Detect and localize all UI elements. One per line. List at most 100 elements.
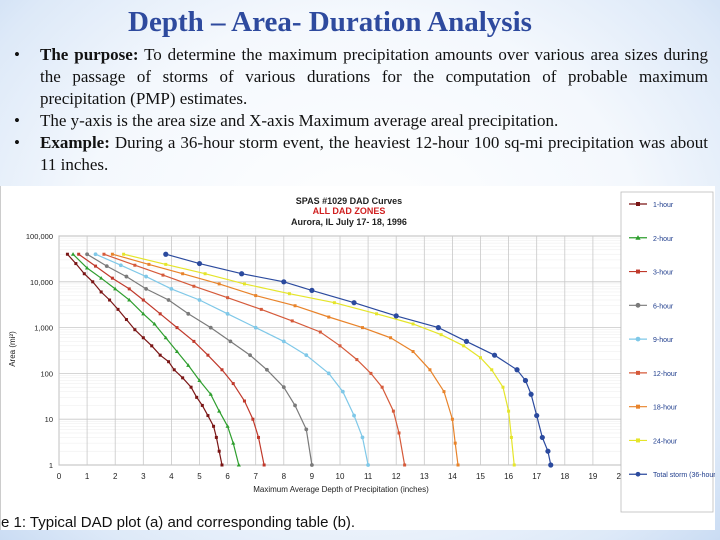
legend-label: 6-hour [653, 303, 674, 310]
data-point [113, 286, 118, 291]
data-point [195, 395, 199, 399]
data-point [248, 353, 252, 358]
legend-label: 18-hour [653, 405, 678, 412]
data-point [439, 333, 443, 337]
data-point [94, 264, 98, 268]
data-point [164, 262, 168, 266]
data-point [225, 424, 230, 428]
data-point [175, 326, 179, 330]
data-point [152, 321, 157, 326]
bullet-item-purpose: • The purpose: To determine the maximum p… [14, 44, 708, 110]
data-point [206, 353, 210, 357]
dad-curve [110, 252, 460, 467]
data-point [197, 298, 202, 302]
data-point [512, 463, 516, 467]
y-tick-label: 1 [49, 461, 53, 470]
data-point [141, 298, 145, 302]
data-point [340, 389, 345, 394]
bullet-lead: The purpose: [40, 45, 139, 64]
legend-marker [635, 471, 641, 477]
x-tick-label: 15 [476, 472, 485, 481]
data-point [127, 297, 132, 302]
data-point [453, 441, 457, 445]
data-point [450, 417, 454, 421]
x-tick-label: 0 [57, 472, 62, 481]
data-point [225, 311, 230, 316]
data-point [254, 294, 258, 298]
x-tick-label: 3 [141, 472, 146, 481]
x-tick-label: 10 [336, 472, 345, 481]
data-point [281, 279, 287, 285]
data-point [236, 462, 241, 467]
data-point [259, 307, 263, 311]
data-point [393, 313, 399, 319]
data-point [127, 287, 131, 291]
data-point [166, 298, 171, 302]
data-point [110, 276, 114, 280]
chart-subtitle: ALL DAD ZONES [313, 206, 386, 216]
bullet-glyph: • [14, 45, 20, 64]
data-point [174, 349, 180, 354]
data-point [293, 403, 297, 408]
bullet-item-example: • Example: During a 36-hour storm event, … [14, 132, 708, 176]
data-point [220, 463, 224, 467]
data-point [208, 325, 213, 330]
dad-chart: SPAS #1029 DAD Curves ALL DAD ZONES Auro… [1, 186, 718, 530]
data-point [397, 431, 401, 435]
bullet-text: To determine the maximum precipitation a… [40, 45, 708, 108]
data-point [304, 353, 309, 358]
data-point [442, 390, 446, 394]
data-point [122, 252, 126, 256]
data-point [74, 262, 78, 266]
data-point [360, 435, 365, 440]
data-point [287, 292, 291, 296]
data-point [242, 282, 246, 286]
data-point [309, 287, 315, 293]
data-point [522, 377, 529, 384]
data-point [217, 409, 222, 413]
data-point [124, 274, 129, 279]
data-point [226, 296, 230, 300]
data-point [257, 435, 261, 439]
data-point [251, 417, 255, 421]
data-point [318, 330, 322, 334]
data-point [144, 286, 149, 291]
legend-marker [636, 370, 640, 375]
data-point [281, 339, 286, 344]
data-point [217, 282, 221, 286]
data-point [231, 382, 235, 386]
data-point [208, 392, 213, 396]
data-point [501, 385, 505, 389]
x-tick-label: 11 [364, 472, 373, 481]
y-tick-label: 10,000 [30, 278, 53, 287]
legend-marker [635, 336, 641, 342]
curve-line [72, 253, 240, 466]
data-point [116, 307, 120, 311]
data-point [539, 434, 545, 441]
data-point [545, 448, 551, 454]
data-point [172, 368, 176, 372]
data-point [389, 336, 393, 340]
data-point [102, 252, 106, 256]
data-point [200, 403, 204, 407]
data-point [206, 414, 210, 418]
data-point [147, 262, 151, 266]
legend-marker [636, 404, 640, 409]
x-tick-label: 7 [253, 472, 258, 481]
data-point [70, 252, 76, 256]
x-axis-label: Maximum Average Depth of Precipitation (… [253, 485, 429, 494]
data-point [435, 325, 441, 331]
data-point [428, 368, 432, 372]
data-point [352, 413, 356, 418]
data-point [375, 312, 379, 316]
x-tick-label: 2 [113, 472, 118, 481]
data-point [528, 391, 534, 397]
x-tick-label: 5 [197, 472, 202, 481]
data-point [369, 371, 373, 375]
data-point [293, 304, 297, 308]
data-point [82, 272, 86, 276]
x-tick-label: 4 [169, 472, 174, 481]
data-point [141, 336, 145, 340]
data-point [203, 272, 207, 276]
data-point [186, 363, 191, 367]
